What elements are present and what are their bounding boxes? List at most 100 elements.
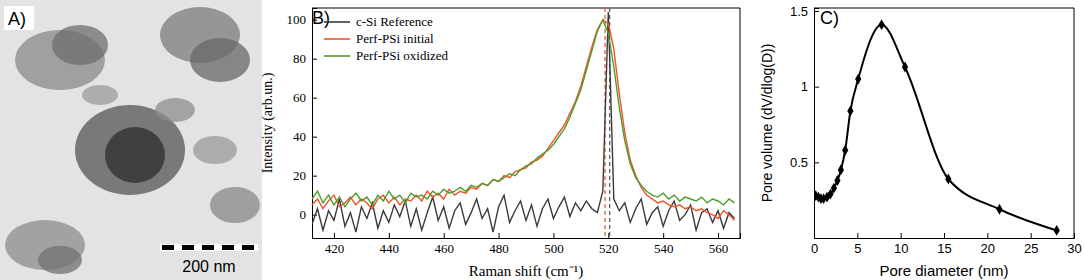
tick-label: 420 [325, 241, 345, 256]
tick: 440 [380, 233, 400, 256]
axis: 0 5 10 15 20 25 30 [811, 233, 1082, 256]
figure: A)200 nm42044046048050052054056002040608… [0, 0, 1084, 280]
tick-label: 60 [293, 90, 306, 105]
series-line [312, 12, 735, 232]
series-line [816, 25, 1057, 231]
panel-a: A) 200 nm [0, 0, 262, 280]
tick-mark [718, 233, 719, 238]
tick: 480 [489, 233, 509, 256]
tick: 80 [293, 51, 317, 66]
legend-label: Perf-PSi initial [356, 31, 434, 46]
tick: 560 [709, 233, 729, 256]
panel-label: C) [820, 8, 839, 28]
panel-label: B) [312, 8, 330, 28]
series-line [312, 20, 735, 221]
tick-label: 460 [434, 241, 454, 256]
tick-mark [663, 233, 664, 238]
particle [82, 85, 118, 105]
tick-label: 20 [981, 241, 995, 256]
legend-swatch [324, 38, 350, 40]
panel: 420440460480500520540560020406080100Rama… [260, 8, 741, 280]
tick-label: 500 [544, 241, 564, 256]
particle [190, 38, 250, 82]
tick: 0.5 [790, 155, 819, 170]
axis: 0.5 1 1.5 [790, 4, 819, 239]
tick: 1 [801, 79, 819, 94]
axis-title: Pore diameter (nm) [879, 262, 1008, 279]
marker [847, 105, 853, 116]
tick-mark [944, 233, 945, 238]
tick-label: 440 [380, 241, 400, 256]
tick-label: 520 [599, 241, 619, 256]
tick-label: 0.5 [790, 155, 808, 170]
tick: 5 [854, 233, 861, 256]
particle [193, 136, 237, 164]
scale-bar-bg [160, 244, 258, 251]
tick-mark [499, 233, 500, 238]
tick-label: 10 [894, 241, 908, 256]
scale-bar-label: 200 nm [182, 258, 235, 275]
tick-mark [444, 233, 445, 238]
tick: 420 [325, 233, 345, 256]
series-line [312, 20, 735, 207]
marker [834, 175, 840, 186]
marker [945, 174, 951, 185]
tick-label: 15 [937, 241, 951, 256]
particle [52, 25, 108, 65]
tick: 20 [981, 233, 995, 256]
particle [210, 187, 260, 223]
tick-mark [334, 233, 335, 238]
tick-label: 560 [709, 241, 729, 256]
micrograph [0, 0, 262, 280]
panel-label: A) [8, 9, 26, 29]
tick-label: 20 [293, 168, 306, 183]
tick: 30 [1067, 233, 1081, 256]
marker [855, 74, 861, 85]
axis-line [815, 233, 1075, 239]
tick-label: 100 [287, 12, 307, 27]
marker [1054, 225, 1060, 236]
tick-mark [987, 233, 988, 238]
tick-mark [312, 176, 317, 177]
particle [155, 98, 195, 122]
marker [902, 62, 908, 73]
tick-mark [553, 233, 554, 238]
tick: 40 [293, 129, 317, 144]
frame [814, 8, 1074, 9]
tick-label: 1.5 [790, 4, 808, 19]
tick-label: 5 [854, 241, 861, 256]
tick: 0 [300, 207, 318, 222]
tick-label: 30 [1067, 241, 1081, 256]
tick: 25 [1024, 233, 1038, 256]
frame [740, 8, 741, 238]
tick-mark [814, 162, 819, 163]
marker [996, 204, 1002, 215]
marker [838, 164, 844, 175]
panel: 0510152025300.511.5Pore diameter (nm)Por… [759, 4, 1082, 279]
label-box [4, 6, 34, 30]
legend: c-Si ReferencePerf-PSi initialPerf-PSi o… [324, 14, 449, 63]
particle [105, 127, 165, 183]
tick: 15 [937, 233, 951, 256]
marker [842, 145, 848, 156]
tick-mark [901, 233, 902, 238]
tick-mark [312, 98, 317, 99]
marker [831, 183, 837, 194]
axis: 420440460480500520540560 [313, 233, 741, 256]
tick-mark [814, 87, 819, 88]
axis-title: Intensity (arb.un.) [260, 72, 276, 173]
legend-label: Perf-PSi oxidized [356, 48, 449, 63]
tick-mark [1031, 233, 1032, 238]
axis-line [313, 233, 741, 239]
scale-bar [162, 245, 256, 250]
tick: 520 [599, 233, 619, 256]
tick-mark [814, 11, 819, 12]
legend-swatch [324, 55, 350, 57]
tick: 460 [434, 233, 454, 256]
plot-area [814, 19, 1060, 236]
tick-label: 0 [811, 241, 818, 256]
frame [1074, 8, 1075, 238]
legend-swatch [324, 21, 350, 23]
axis-title: Raman shift (cm⁻¹) [469, 263, 583, 280]
plot-area [312, 8, 735, 238]
